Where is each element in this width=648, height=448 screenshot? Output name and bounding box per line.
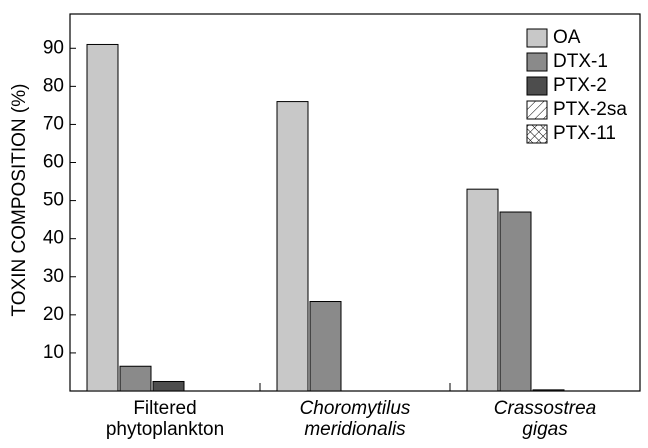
y-tick-label: 90 [43, 37, 64, 58]
y-axis-label: TOXIN COMPOSITION (%) [9, 84, 30, 317]
y-tick-label: 60 [43, 152, 64, 173]
x-tick-label: Choromytilus meridionalis [300, 398, 411, 440]
legend-label: OA [553, 27, 581, 48]
legend-swatch [526, 52, 548, 72]
y-tick-label: 80 [43, 75, 64, 96]
legend-swatch [526, 100, 548, 120]
bar [466, 188, 499, 392]
plot-frame [69, 13, 641, 392]
legend-label: PTX-2 [553, 75, 607, 96]
legend-label: DTX-1 [553, 51, 608, 72]
bar [499, 211, 532, 392]
bar [532, 389, 565, 392]
legend-label: PTX-2sa [553, 99, 627, 120]
y-tick-label: 40 [43, 228, 64, 249]
legend-label: PTX-11 [553, 123, 616, 144]
y-tick-label: 70 [43, 113, 64, 134]
bar [276, 101, 309, 392]
bar [309, 301, 342, 392]
bar [119, 365, 152, 392]
bar [86, 43, 119, 392]
legend-swatch [526, 28, 548, 48]
legend-swatch [526, 76, 548, 96]
y-tick-label: 50 [43, 190, 64, 211]
y-tick-label: 30 [43, 266, 64, 287]
bar [152, 380, 185, 392]
y-tick-label: 20 [43, 304, 64, 325]
legend-swatch [526, 124, 548, 144]
y-tick-label: 10 [43, 342, 64, 363]
x-tick-label: Crassostrea gigas [494, 398, 596, 440]
x-tick-label: Filtered phytoplankton [106, 398, 224, 440]
